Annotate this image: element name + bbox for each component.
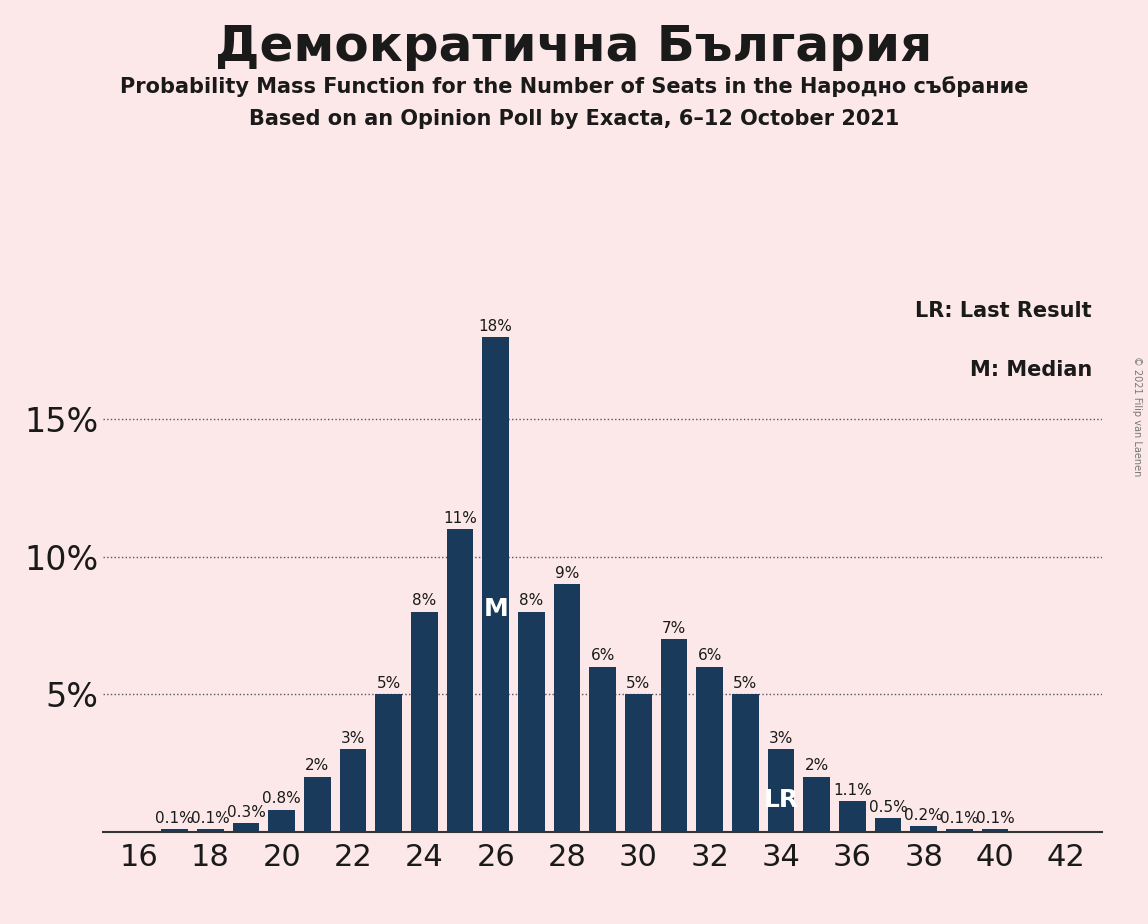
Text: M: Median: M: Median <box>970 360 1092 380</box>
Bar <box>732 694 759 832</box>
Bar <box>233 823 259 832</box>
Text: 1.1%: 1.1% <box>833 783 871 798</box>
Bar <box>875 818 901 832</box>
Text: 11%: 11% <box>443 511 476 526</box>
Bar <box>697 667 723 832</box>
Text: 3%: 3% <box>341 731 365 746</box>
Bar <box>625 694 652 832</box>
Text: 18%: 18% <box>479 319 513 334</box>
Text: 5%: 5% <box>734 675 758 691</box>
Text: 8%: 8% <box>519 593 543 608</box>
Text: Демократична България: Демократична България <box>216 23 932 71</box>
Bar <box>375 694 402 832</box>
Text: 0.8%: 0.8% <box>262 791 301 807</box>
Text: 6%: 6% <box>590 649 615 663</box>
Bar <box>482 337 509 832</box>
Text: Based on an Opinion Poll by Exacta, 6–12 October 2021: Based on an Opinion Poll by Exacta, 6–12… <box>249 109 899 129</box>
Bar <box>768 749 794 832</box>
Text: 7%: 7% <box>662 621 687 636</box>
Bar <box>447 529 473 832</box>
Text: 6%: 6% <box>698 649 722 663</box>
Text: LR: Last Result: LR: Last Result <box>915 301 1092 321</box>
Bar <box>161 829 188 832</box>
Bar <box>340 749 366 832</box>
Bar <box>518 612 545 832</box>
Text: Probability Mass Function for the Number of Seats in the Народно събрание: Probability Mass Function for the Number… <box>119 76 1029 97</box>
Text: 9%: 9% <box>554 566 580 581</box>
Text: 3%: 3% <box>769 731 793 746</box>
Text: 5%: 5% <box>627 675 651 691</box>
Text: 0.1%: 0.1% <box>940 810 979 825</box>
Text: 0.1%: 0.1% <box>191 810 230 825</box>
Bar <box>411 612 437 832</box>
Bar <box>269 809 295 832</box>
Bar <box>982 829 1008 832</box>
Bar <box>946 829 972 832</box>
Text: 0.3%: 0.3% <box>226 805 265 821</box>
Bar <box>304 777 331 832</box>
Bar <box>197 829 224 832</box>
Text: 2%: 2% <box>805 759 829 773</box>
Bar <box>589 667 616 832</box>
Text: LR: LR <box>763 788 799 812</box>
Bar <box>553 584 581 832</box>
Bar <box>910 826 937 832</box>
Text: 0.1%: 0.1% <box>155 810 194 825</box>
Bar <box>839 801 866 832</box>
Text: © 2021 Filip van Laenen: © 2021 Filip van Laenen <box>1132 356 1142 476</box>
Text: 8%: 8% <box>412 593 436 608</box>
Bar <box>804 777 830 832</box>
Text: 0.2%: 0.2% <box>905 808 944 822</box>
Text: 2%: 2% <box>305 759 329 773</box>
Text: 0.5%: 0.5% <box>869 799 907 815</box>
Text: 0.1%: 0.1% <box>976 810 1015 825</box>
Text: M: M <box>483 597 509 621</box>
Text: 5%: 5% <box>377 675 401 691</box>
Bar <box>660 639 688 832</box>
